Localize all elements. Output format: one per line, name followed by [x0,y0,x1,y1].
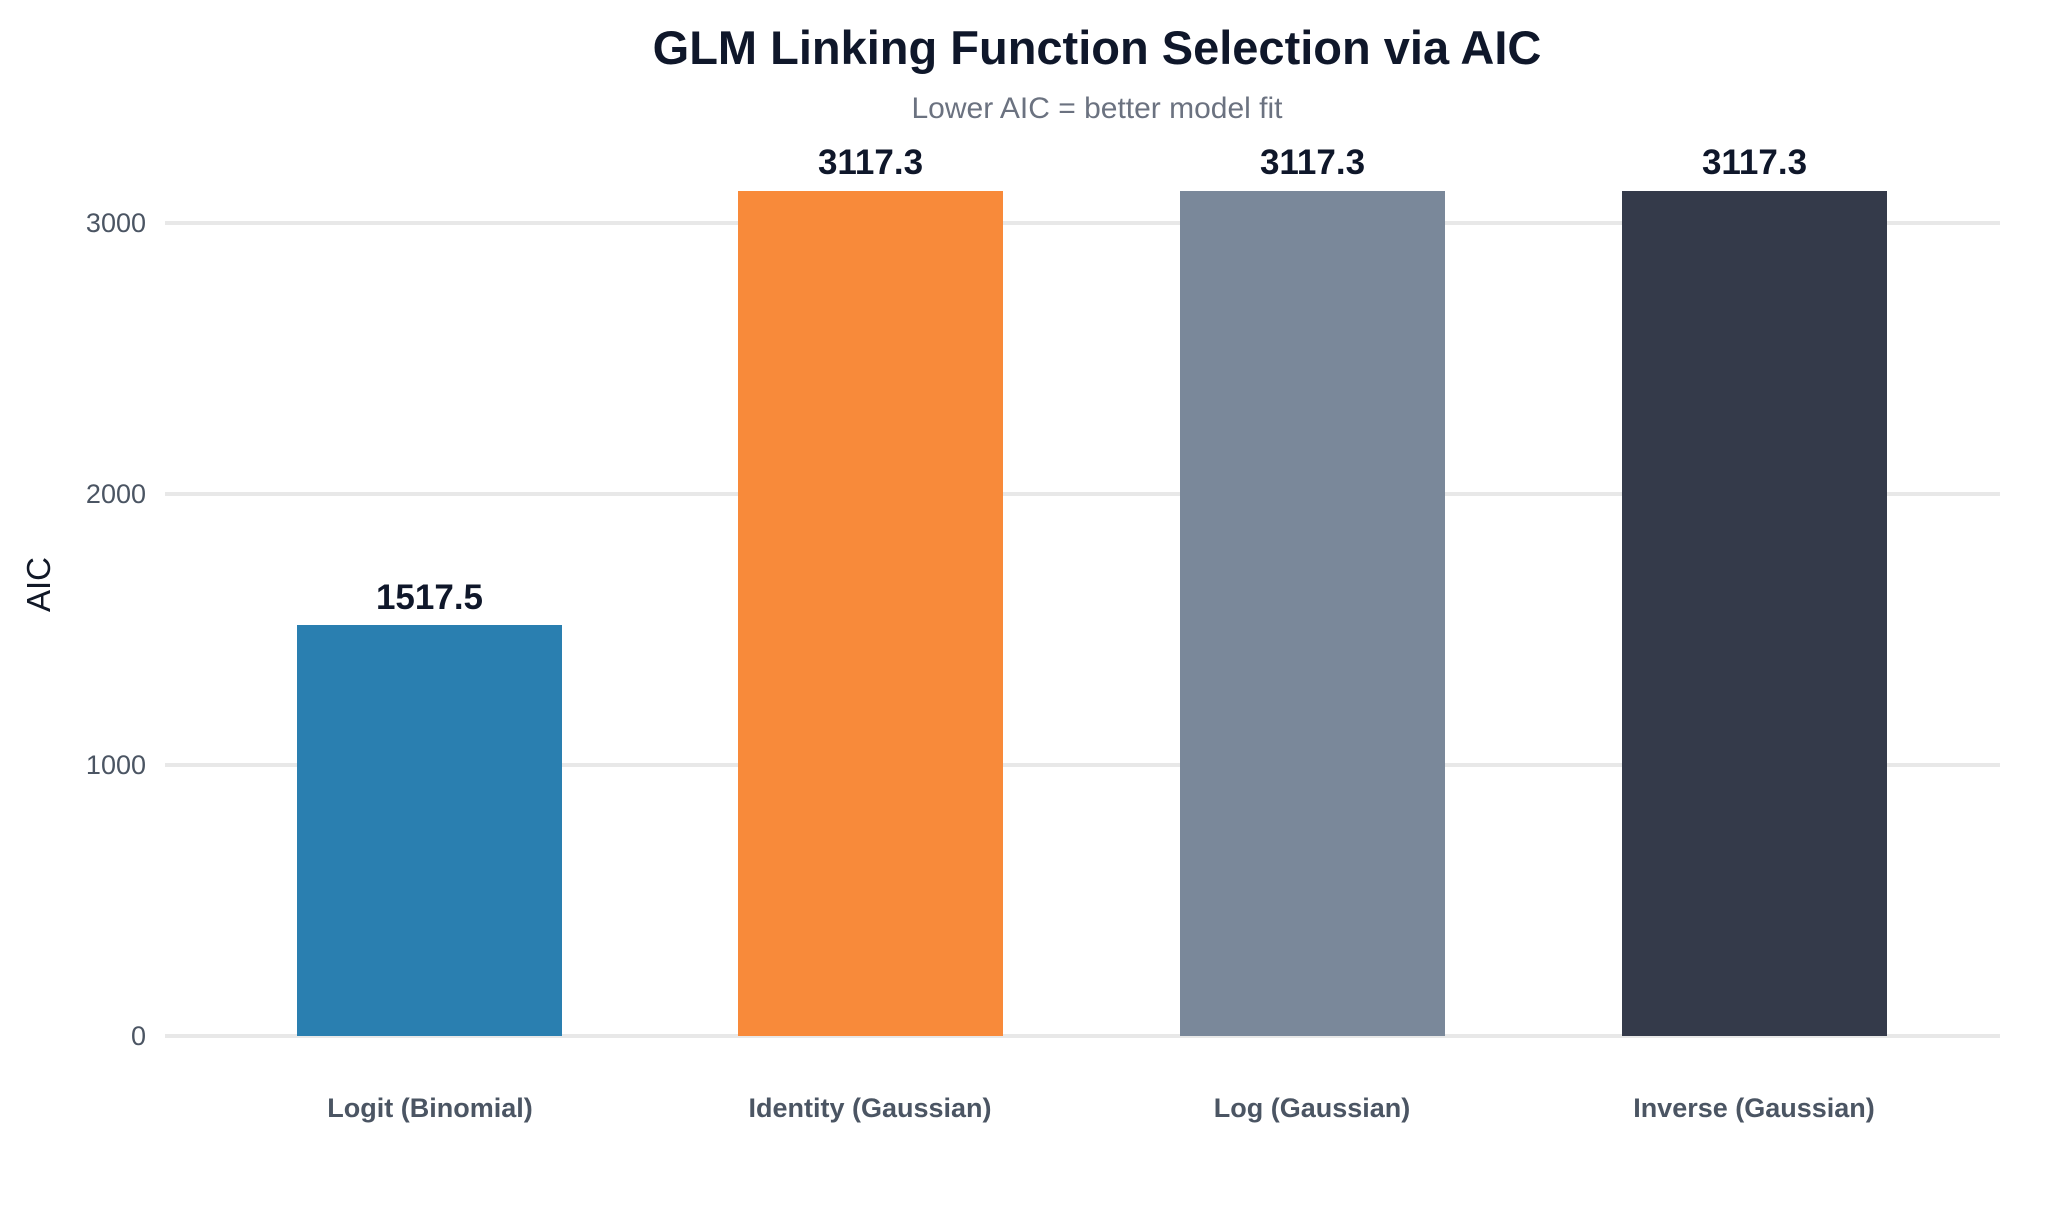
y-tick-0: 0 [130,1021,146,1051]
value-label-log: 3117.3 [1259,143,1366,182]
chart-subtitle: Lower AIC = better model fit [911,92,1283,125]
gridline-1000 [165,763,2000,767]
x-tick-logit-binomial: Logit (Binomial) [327,1093,533,1123]
chart-title: GLM Linking Function Selection via AIC [652,21,1542,74]
bar-identity-gaussian [738,191,1003,1036]
x-tick-log-gaussian: Log (Gaussian) [1213,1093,1411,1123]
y-axis-label: AIC [20,556,57,612]
value-label-inverse: 3117.3 [1701,143,1808,182]
bar-logit-binomial [297,625,562,1036]
value-label-logit: 1517.5 [375,578,484,617]
y-tick-2000: 2000 [85,479,146,509]
gridline-2000 [165,492,2000,496]
bar-log-gaussian [1180,191,1445,1036]
y-tick-3000: 3000 [85,208,146,238]
y-tick-1000: 1000 [85,750,146,780]
gridline-3000 [165,221,2000,225]
bar-inverse-gaussian [1622,191,1887,1036]
gridline-0 [165,1034,2000,1038]
value-label-identity: 3117.3 [817,143,924,182]
x-tick-inverse-gaussian: Inverse (Gaussian) [1633,1093,1875,1123]
x-tick-identity-gaussian: Identity (Gaussian) [748,1093,992,1123]
